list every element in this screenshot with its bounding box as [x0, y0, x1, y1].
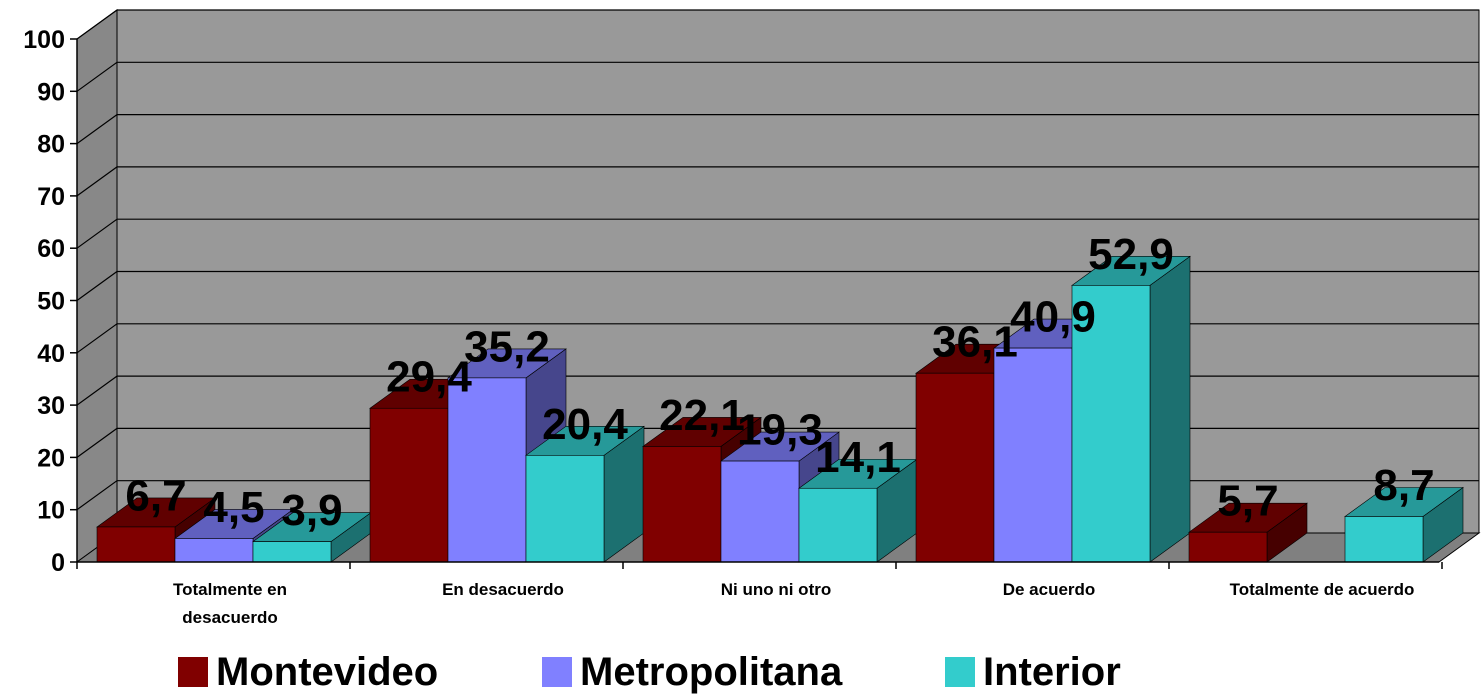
- legend-swatch-metropolitana: [542, 657, 572, 687]
- legend-label-interior: Interior: [983, 650, 1121, 694]
- x-category-label: Totalmente de acuerdo: [1230, 580, 1415, 599]
- bar: [1344, 516, 1424, 563]
- x-category-label: Totalmente en: [173, 580, 287, 599]
- bar: [525, 455, 605, 563]
- data-label: 35,2: [464, 322, 550, 371]
- y-tick-label: 90: [37, 78, 65, 106]
- data-label: 52,9: [1088, 230, 1174, 279]
- data-label: 3,9: [281, 486, 342, 535]
- data-label: 5,7: [1217, 477, 1278, 526]
- data-label: 14,1: [815, 433, 901, 482]
- legend-label-metropolitana: Metropolitana: [580, 650, 843, 694]
- gridline: [76, 166, 1479, 197]
- y-tick-label: 100: [23, 26, 65, 54]
- bar: [252, 541, 332, 563]
- data-label: 29,4: [386, 353, 472, 402]
- legend-swatch-interior: [945, 657, 975, 687]
- data-label: 4,5: [203, 483, 264, 532]
- bar: [993, 347, 1073, 563]
- y-tick-label: 80: [37, 131, 65, 159]
- y-tick-label: 10: [37, 497, 65, 525]
- gridline: [76, 113, 1479, 145]
- x-category-label: desacuerdo: [182, 608, 277, 627]
- bar: [96, 526, 176, 563]
- y-tick-label: 50: [37, 288, 65, 316]
- bar: [1188, 531, 1268, 563]
- data-label: 36,1: [932, 318, 1018, 367]
- y-tick-label: 40: [37, 340, 65, 368]
- x-category-label: Ni uno ni otro: [721, 580, 831, 599]
- gridline: [76, 61, 1479, 92]
- data-label: 20,4: [542, 400, 628, 449]
- y-tick-label: 30: [37, 392, 65, 420]
- data-label: 19,3: [737, 406, 823, 455]
- legend: Montevideo Metropolitana Interior: [0, 648, 1481, 695]
- bar: [174, 538, 254, 563]
- bar: [447, 377, 527, 563]
- bar: [1071, 285, 1151, 563]
- x-category-label: En desacuerdo: [442, 580, 564, 599]
- data-label: 22,1: [659, 391, 745, 440]
- bar: [798, 487, 878, 563]
- bar: [642, 446, 722, 563]
- y-tick-label: 0: [51, 549, 65, 577]
- legend-item-interior: Interior: [945, 652, 1121, 692]
- gridline: [76, 323, 1479, 354]
- data-label: 40,9: [1010, 293, 1096, 342]
- data-label: 6,7: [125, 471, 186, 520]
- legend-item-metropolitana: Metropolitana: [542, 652, 842, 692]
- bar: [915, 372, 995, 563]
- y-tick-label: 70: [37, 183, 65, 211]
- y-tick-label: 60: [37, 235, 65, 263]
- legend-swatch-montevideo: [178, 657, 208, 687]
- bar-side: [1149, 255, 1191, 563]
- bar-chart: 0 10 20 30 40 50 60 70 80 90 100 Totalmente en desac…: [23, 9, 1481, 627]
- x-category-label: De acuerdo: [1003, 580, 1096, 599]
- bar: [720, 460, 800, 563]
- gridline: [76, 270, 1479, 301]
- legend-label-montevideo: Montevideo: [216, 650, 439, 694]
- bar: [369, 407, 449, 563]
- data-label: 8,7: [1373, 461, 1434, 510]
- legend-item-montevideo: Montevideo: [178, 652, 438, 692]
- y-tick-label: 20: [37, 444, 65, 472]
- gridline: [76, 9, 1479, 40]
- gridline: [76, 218, 1479, 249]
